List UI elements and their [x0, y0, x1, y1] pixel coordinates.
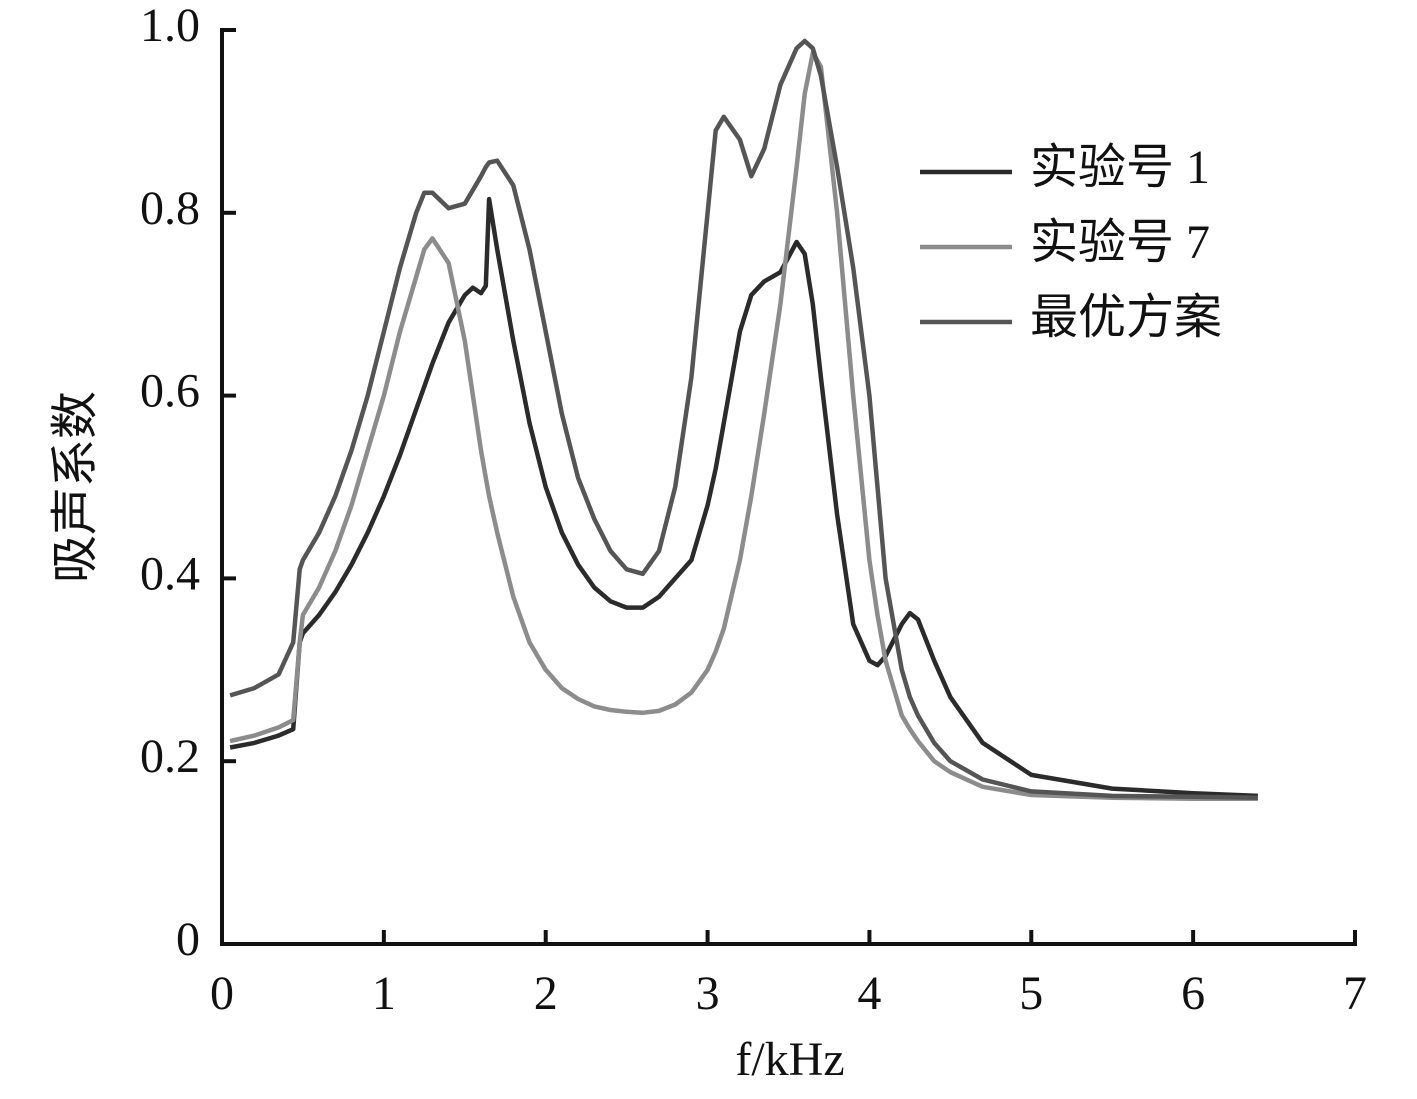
x-tick-label: 1 [372, 967, 396, 1020]
x-tick-label: 5 [1019, 967, 1043, 1020]
x-tick-label: 0 [210, 967, 234, 1020]
y-tick-label: 0.4 [140, 547, 200, 600]
x-tick-label: 7 [1343, 967, 1367, 1020]
y-tick-label: 1.0 [140, 0, 200, 52]
x-tick-label: 2 [534, 967, 558, 1020]
y-tick-label: 0.2 [140, 730, 200, 783]
y-tick-label: 0 [176, 913, 200, 966]
y-tick-label: 0.6 [140, 365, 200, 418]
legend-label: 实验号 1 [1030, 141, 1210, 194]
data-line [229, 50, 1258, 801]
data-line [229, 38, 1258, 801]
x-tick-label: 6 [1181, 967, 1205, 1020]
legend-label: 实验号 7 [1030, 216, 1210, 269]
y-axis-label: 吸声系数 [49, 391, 102, 583]
legend-label: 最优方案 [1030, 291, 1222, 344]
x-tick-label: 4 [857, 967, 881, 1020]
x-axis-label: f/kHz [735, 1033, 844, 1086]
data-line [229, 196, 1258, 799]
x-tick-label: 3 [696, 967, 720, 1020]
y-tick-label: 0.8 [140, 182, 200, 235]
